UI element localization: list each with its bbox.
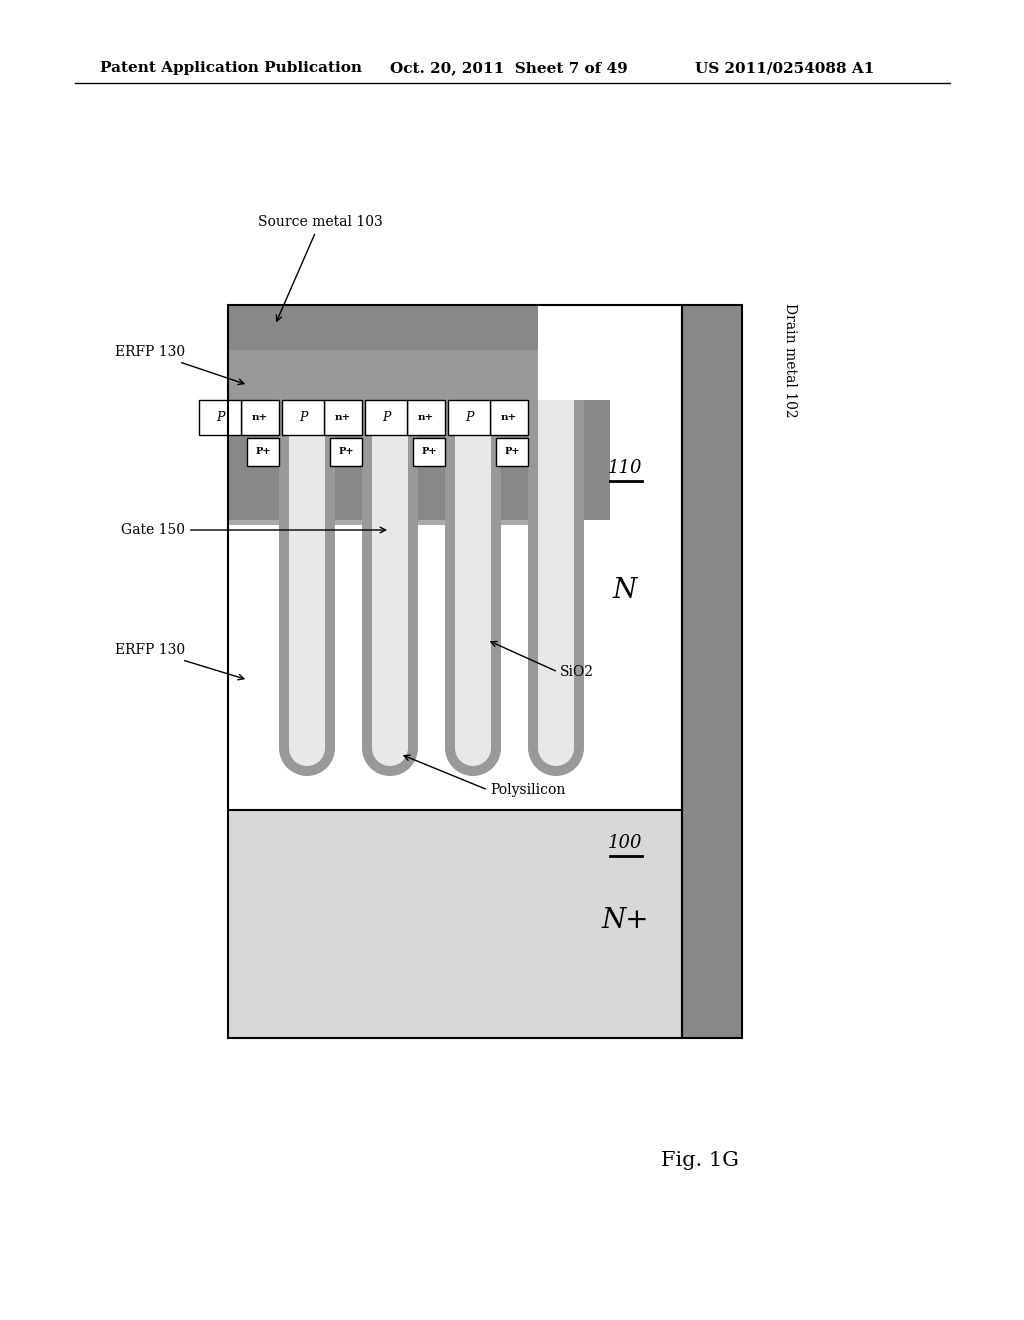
Text: P+: P+ bbox=[255, 447, 270, 457]
Bar bbox=[282, 400, 324, 436]
Text: US 2011/0254088 A1: US 2011/0254088 A1 bbox=[695, 61, 874, 75]
Text: n+: n+ bbox=[252, 413, 268, 422]
Text: Source metal 103: Source metal 103 bbox=[258, 215, 382, 321]
Bar bbox=[335, 400, 361, 520]
Text: P: P bbox=[216, 411, 224, 424]
Text: ERFP 130: ERFP 130 bbox=[115, 345, 244, 384]
Text: 100: 100 bbox=[608, 834, 642, 851]
Bar bbox=[324, 400, 362, 436]
Text: Drain metal 102: Drain metal 102 bbox=[783, 302, 797, 417]
Bar bbox=[445, 400, 455, 748]
Bar bbox=[449, 400, 490, 436]
Bar bbox=[279, 400, 335, 748]
Bar bbox=[228, 810, 682, 1038]
Bar bbox=[365, 400, 407, 436]
Text: Polysilicon: Polysilicon bbox=[490, 783, 565, 797]
Text: P: P bbox=[465, 411, 473, 424]
Bar bbox=[455, 400, 490, 748]
Bar bbox=[253, 400, 279, 520]
Bar bbox=[325, 400, 335, 748]
Text: Patent Application Publication: Patent Application Publication bbox=[100, 61, 362, 75]
Bar bbox=[496, 438, 528, 466]
Text: N+: N+ bbox=[601, 907, 649, 933]
Wedge shape bbox=[362, 748, 418, 776]
Wedge shape bbox=[455, 748, 490, 766]
Bar bbox=[502, 400, 528, 520]
Text: n+: n+ bbox=[335, 413, 351, 422]
Bar bbox=[228, 400, 538, 525]
Bar bbox=[241, 400, 279, 436]
Text: P+: P+ bbox=[338, 447, 353, 457]
Bar bbox=[538, 400, 574, 748]
Bar bbox=[490, 400, 528, 436]
Bar bbox=[228, 350, 538, 400]
Bar bbox=[528, 400, 584, 748]
Text: 110: 110 bbox=[608, 459, 642, 477]
Text: Fig. 1G: Fig. 1G bbox=[662, 1151, 739, 1170]
Text: Gate 150: Gate 150 bbox=[121, 523, 386, 537]
Bar bbox=[228, 305, 258, 520]
Bar bbox=[199, 400, 241, 436]
Text: P+: P+ bbox=[504, 447, 520, 457]
Wedge shape bbox=[445, 748, 501, 776]
Bar bbox=[418, 400, 444, 520]
Bar bbox=[289, 400, 325, 748]
Bar bbox=[419, 400, 445, 520]
Bar bbox=[228, 305, 682, 810]
Bar bbox=[362, 400, 418, 748]
Text: P+: P+ bbox=[421, 447, 437, 457]
Bar bbox=[490, 400, 501, 748]
Wedge shape bbox=[372, 748, 408, 766]
Bar bbox=[362, 400, 372, 748]
Text: Oct. 20, 2011  Sheet 7 of 49: Oct. 20, 2011 Sheet 7 of 49 bbox=[390, 61, 628, 75]
Wedge shape bbox=[279, 748, 335, 776]
Bar bbox=[228, 305, 538, 350]
Bar bbox=[584, 400, 610, 520]
Wedge shape bbox=[289, 748, 325, 766]
Bar bbox=[501, 400, 527, 520]
Text: ERFP 130: ERFP 130 bbox=[115, 643, 244, 680]
Text: n+: n+ bbox=[418, 413, 434, 422]
Bar bbox=[445, 400, 501, 748]
Bar bbox=[279, 400, 289, 748]
Bar bbox=[372, 400, 408, 748]
Bar bbox=[413, 438, 445, 466]
Text: N: N bbox=[613, 577, 637, 603]
Bar bbox=[247, 438, 279, 466]
Wedge shape bbox=[538, 748, 574, 766]
Bar bbox=[408, 400, 418, 748]
Bar bbox=[574, 400, 584, 748]
Bar bbox=[228, 305, 682, 1038]
Bar bbox=[330, 438, 362, 466]
Wedge shape bbox=[528, 748, 584, 776]
Text: SiO2: SiO2 bbox=[560, 665, 594, 678]
Text: P: P bbox=[382, 411, 390, 424]
Bar bbox=[336, 400, 362, 520]
Bar bbox=[407, 400, 445, 436]
Text: n+: n+ bbox=[501, 413, 517, 422]
Text: P: P bbox=[299, 411, 307, 424]
Bar bbox=[528, 400, 538, 748]
Bar bbox=[682, 305, 742, 1038]
Bar bbox=[682, 305, 742, 1038]
